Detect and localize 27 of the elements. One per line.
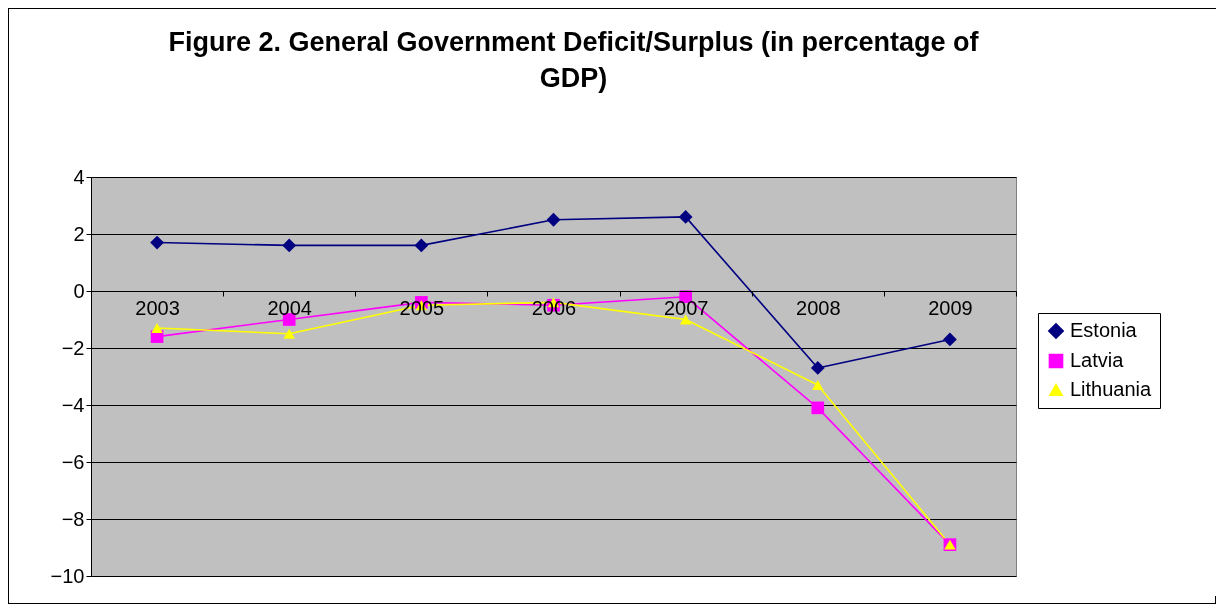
point xyxy=(811,401,825,415)
point xyxy=(414,238,429,253)
point xyxy=(282,238,297,253)
point xyxy=(678,210,693,224)
point xyxy=(943,332,957,347)
y-tick-label: 2 xyxy=(73,222,85,245)
point xyxy=(150,235,164,250)
point xyxy=(151,323,163,333)
x-tick-label: 2009 xyxy=(928,296,973,319)
legend-label: Estonia xyxy=(1070,319,1138,341)
point xyxy=(546,212,561,227)
legend-label: Lithuania xyxy=(1070,378,1153,400)
point xyxy=(283,328,295,339)
chart-title: Figure 2. General Government Deficit/Surplus (in percentage of GDP) xyxy=(168,27,980,93)
point xyxy=(812,380,824,390)
legend-label: Latvia xyxy=(1070,349,1125,371)
y-tick-label: −10 xyxy=(50,564,85,587)
y-tick-label: −4 xyxy=(61,393,85,416)
x-tick-label: 2003 xyxy=(135,296,180,319)
y-tick-label: 0 xyxy=(73,279,85,302)
x-tick-label: 2008 xyxy=(796,296,841,319)
y-tick-label: −2 xyxy=(61,336,85,359)
point xyxy=(810,361,825,375)
y-tick-label: 4 xyxy=(73,165,85,188)
x-tick-label: 2004 xyxy=(267,296,312,319)
y-tick-label: −8 xyxy=(61,507,85,530)
y-tick-label: −6 xyxy=(61,450,85,473)
